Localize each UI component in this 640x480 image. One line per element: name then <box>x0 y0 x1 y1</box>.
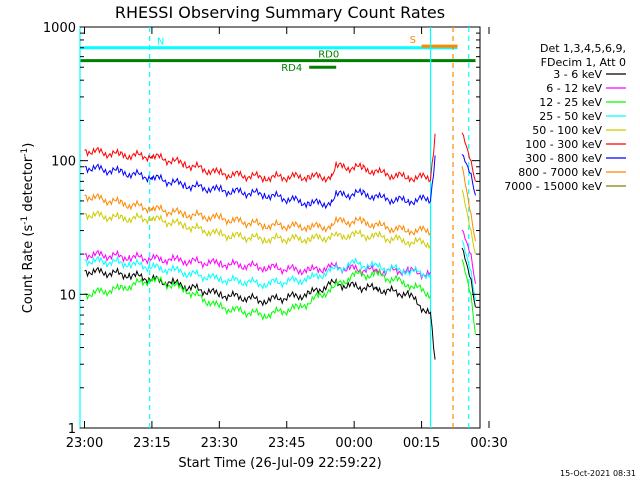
y-axis-label: Count Rate (s-1 detector-1) <box>20 143 36 314</box>
series-line <box>84 155 436 210</box>
series-layer <box>84 132 476 360</box>
series-tail-line <box>461 229 476 284</box>
series-line <box>84 133 436 184</box>
legend-label: 800 - 7000 keV <box>518 166 602 179</box>
legend-label: 7000 - 15000 keV <box>504 180 602 193</box>
flag-label: N <box>157 37 164 48</box>
series-line <box>84 266 436 360</box>
x-tick-label: 00:30 <box>470 436 507 451</box>
y-tick-label: 1 <box>68 422 76 437</box>
y-tick-label: 100 <box>51 155 76 170</box>
series-tail-line <box>461 154 476 196</box>
footer-date: 15-Oct-2021 08:31 <box>560 469 636 478</box>
legend-label: 25 - 50 keV <box>539 110 602 123</box>
chart-title: RHESSI Observing Summary Count Rates <box>115 3 445 22</box>
flag-label: RD4 <box>281 63 302 74</box>
series-tail-line <box>461 189 476 255</box>
flags-layer: N S RD0 RD4 <box>80 35 476 74</box>
flag-label: S <box>410 35 416 46</box>
legend-label: 12 - 25 keV <box>539 96 602 109</box>
x-tick-label: 23:15 <box>133 436 170 451</box>
legend-label: 3 - 6 keV <box>553 68 602 81</box>
series-tail-line <box>461 132 476 182</box>
legend-label: 50 - 100 keV <box>532 124 602 137</box>
legend-label: 100 - 300 keV <box>525 138 602 151</box>
series-tail-line <box>461 165 476 242</box>
series-tail-line <box>461 240 476 301</box>
legend-header: FDecim 1, Att 0 <box>541 56 626 69</box>
x-axis-label: Start Time (26-Jul-09 22:59:22) <box>178 456 381 471</box>
series-line <box>84 210 432 250</box>
x-tick-label: 23:00 <box>66 436 103 451</box>
series-tail-line <box>461 247 476 308</box>
axes-layer: 23:00 23:15 23:30 23:45 00:00 00:15 00:30 1 10 10… <box>43 21 508 451</box>
y-tick-label: 10 <box>59 288 76 303</box>
series-line <box>84 249 432 281</box>
series-line <box>84 255 432 290</box>
x-tick-label: 00:00 <box>335 436 372 451</box>
legend: Det 1,3,4,5,6,9,FDecim 1, Att 03 - 6 keV… <box>504 42 626 193</box>
legend-label: 300 - 800 keV <box>525 152 602 165</box>
y-tick-label: 1000 <box>43 21 76 36</box>
x-tick-label: 00:15 <box>403 436 440 451</box>
series-tail-line <box>461 259 476 335</box>
flag-label: RD0 <box>318 50 339 61</box>
x-tick-label: 23:30 <box>201 436 238 451</box>
x-tick-label: 23:45 <box>268 436 305 451</box>
series-line <box>84 193 431 237</box>
series-line <box>84 268 432 321</box>
legend-header: Det 1,3,4,5,6,9, <box>540 42 626 55</box>
legend-label: 6 - 12 keV <box>546 82 602 95</box>
vertical-markers <box>79 27 470 428</box>
